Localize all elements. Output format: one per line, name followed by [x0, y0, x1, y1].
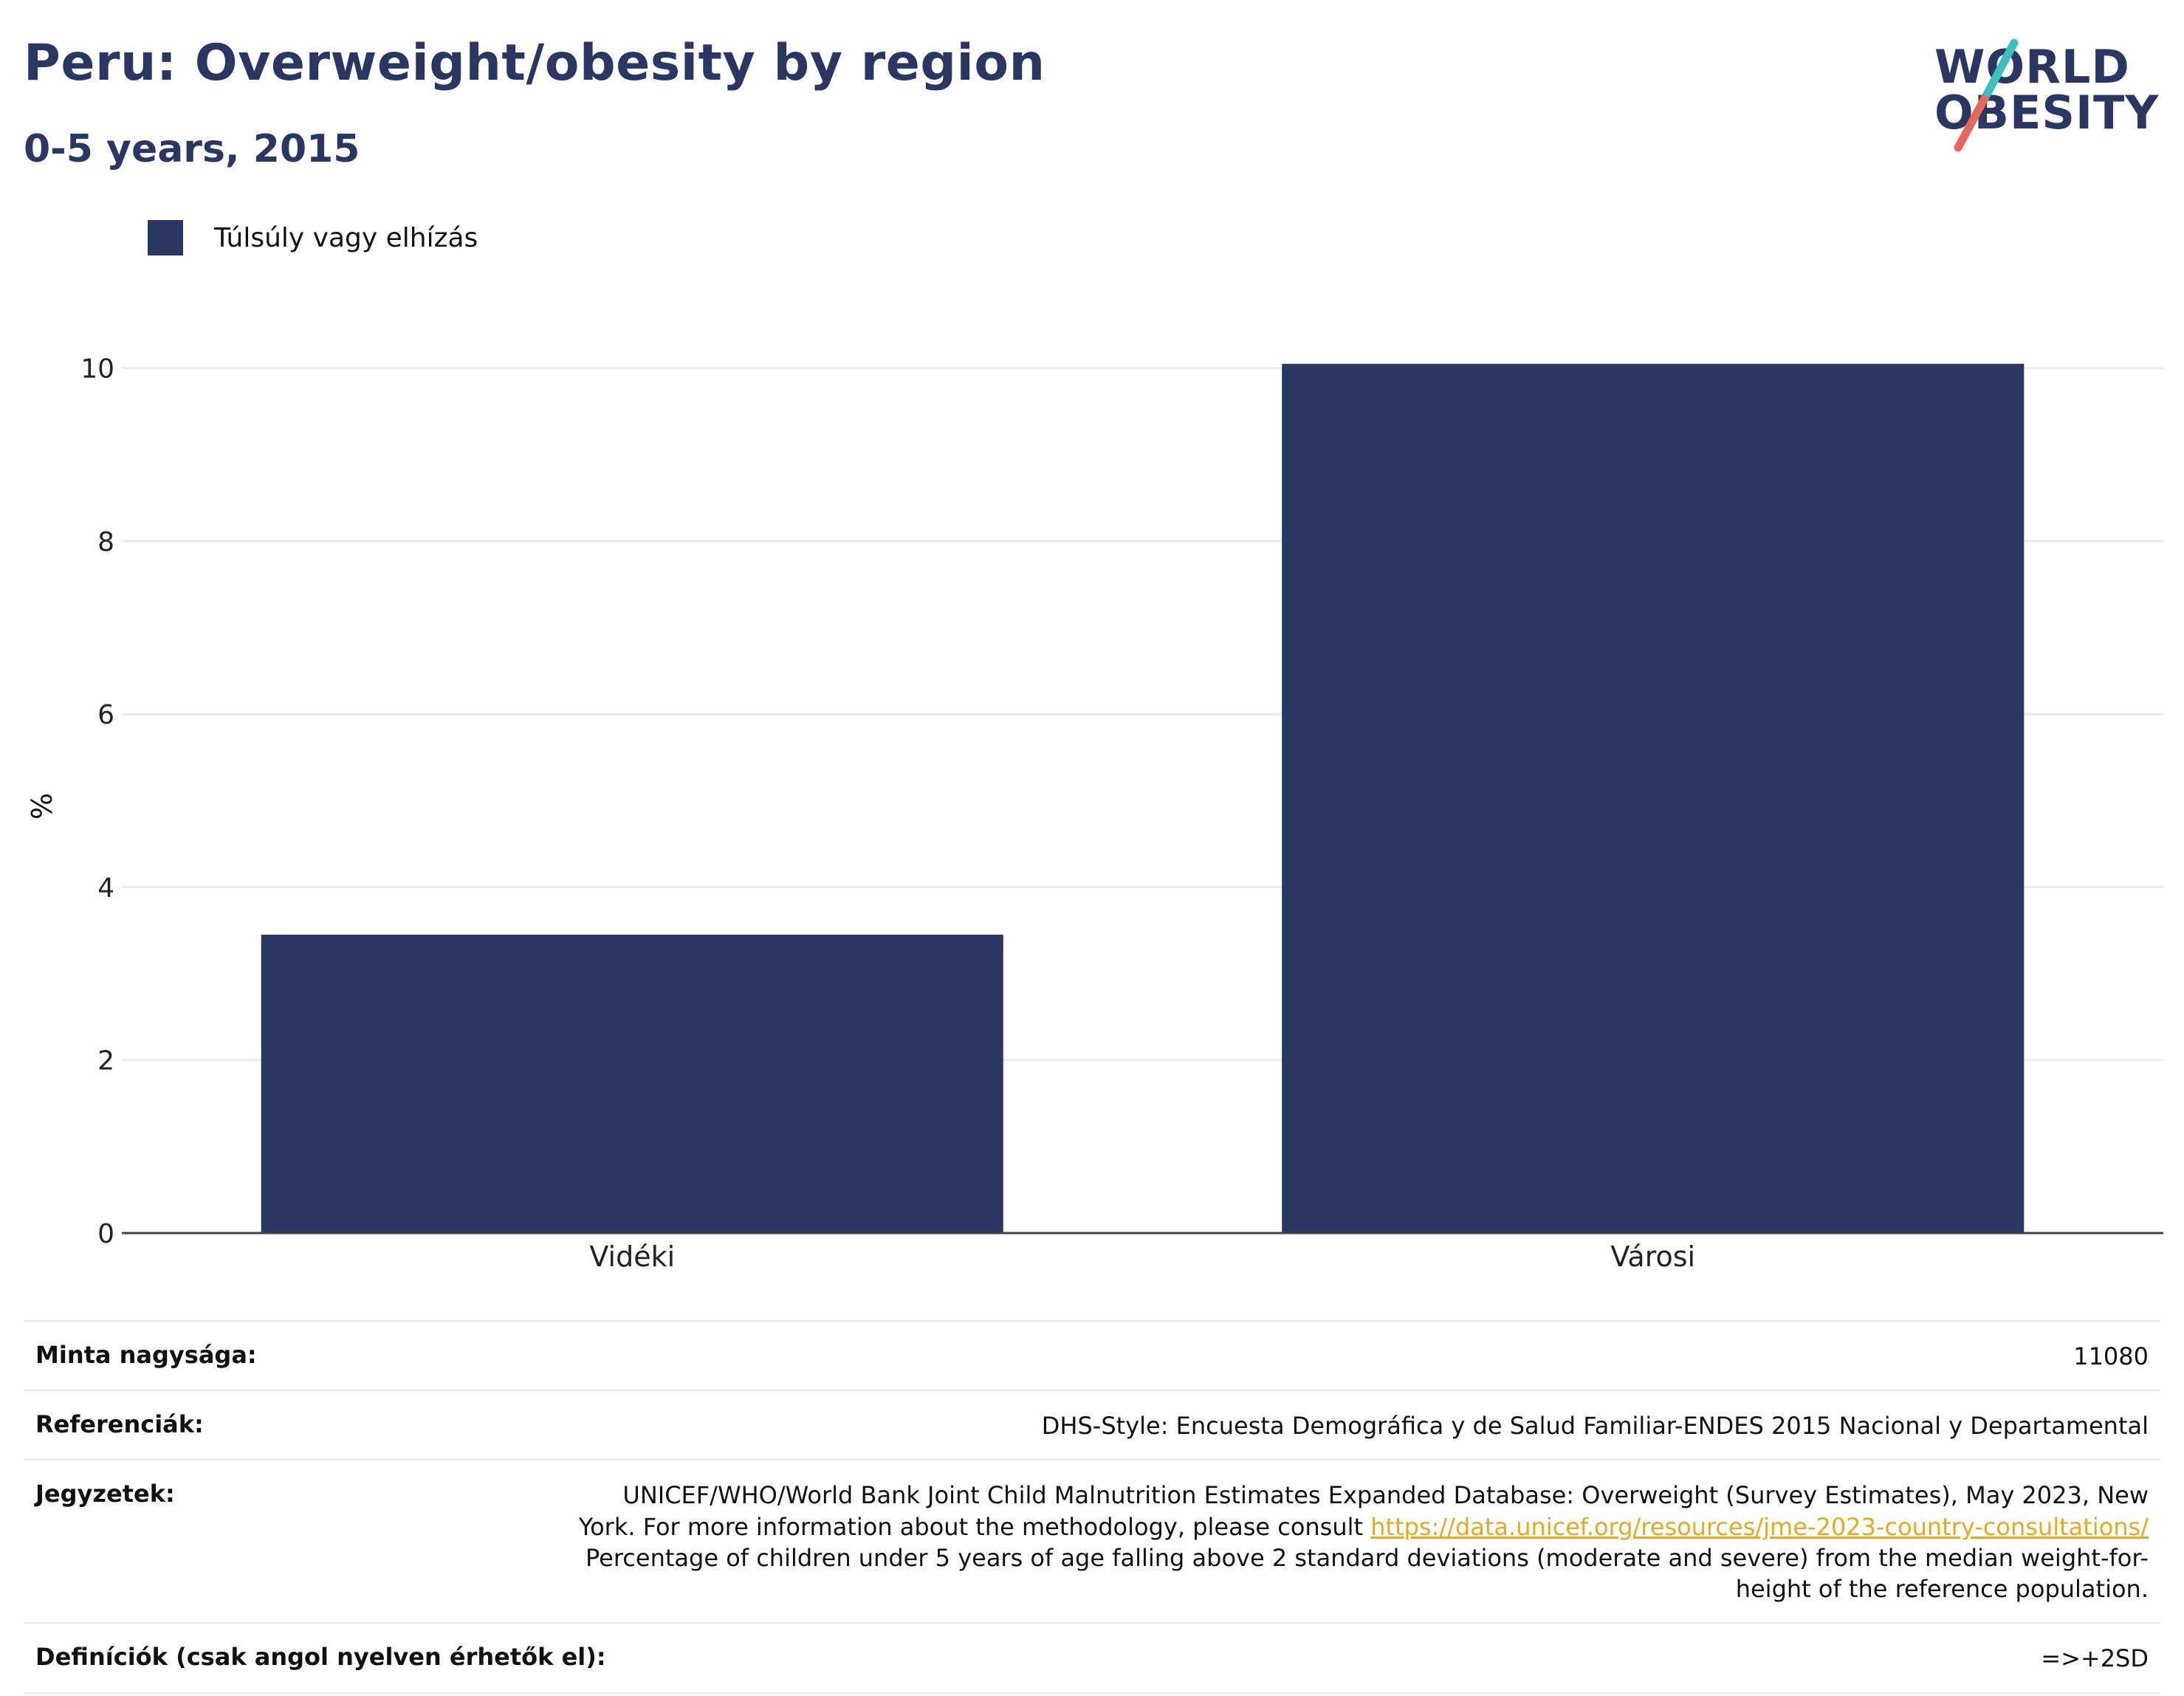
chart-title: Peru: Overweight/obesity by region	[24, 34, 1045, 92]
definitions-label: Definíciók (csak angol nyelven érhetők e…	[35, 1643, 606, 1672]
y-tick-label: 8	[97, 527, 114, 557]
notes-label: Jegyzetek:	[35, 1480, 175, 1508]
sample-size-value: 11080	[2073, 1342, 2149, 1370]
references-label: Referenciák:	[35, 1410, 204, 1439]
bar-1	[1282, 363, 2025, 1233]
y-tick-label: 2	[97, 1046, 114, 1077]
definitions-row: Definíciók (csak angol nyelven érhetők e…	[24, 1622, 2160, 1694]
notes-value: UNICEF/WHO/World Bank Joint Child Malnut…	[576, 1480, 2149, 1604]
y-tick-label: 0	[97, 1219, 114, 1249]
y-axis-label: %	[26, 793, 58, 820]
bar-0	[261, 934, 1003, 1233]
legend-swatch	[148, 220, 183, 255]
info-table: Minta nagysága: 11080 Referenciák: DHS-S…	[24, 1320, 2160, 1694]
references-value: DHS-Style: Encuesta Demográfica y de Sal…	[1041, 1412, 2149, 1441]
notes-row: Jegyzetek: UNICEF/WHO/World Bank Joint C…	[24, 1459, 2160, 1622]
x-tick-label: Városi	[1610, 1240, 1695, 1273]
y-tick-label: 4	[97, 873, 114, 903]
bar-chart: 0 2 4 6 8 10% Vidéki Városi	[26, 354, 2163, 1273]
notes-text-2: Percentage of children under 5 years of …	[586, 1543, 2149, 1604]
legend[interactable]: Túlsúly vagy elhízás	[148, 219, 478, 257]
notes-text-1: UNICEF/WHO/World Bank Joint Child Malnut…	[578, 1481, 2149, 1541]
logo-word-world: WORLD	[1934, 40, 2130, 94]
y-tick-label: 6	[97, 700, 114, 730]
logo-slash-icon	[1954, 38, 2019, 152]
x-tick-label: Vidéki	[589, 1240, 675, 1273]
methodology-link[interactable]: https://data.unicef.org/resources/jme-20…	[1370, 1512, 2149, 1541]
world-obesity-logo[interactable]: WORLD OBESITY	[1920, 22, 2171, 155]
references-row: Referenciák: DHS-Style: Encuesta Demográ…	[24, 1390, 2160, 1459]
legend-label: Túlsúly vagy elhízás	[214, 222, 478, 253]
definitions-value: =>+2SD	[2041, 1644, 2149, 1673]
sample-size-row: Minta nagysága: 11080	[24, 1320, 2160, 1390]
chart-subtitle: 0-5 years, 2015	[24, 127, 360, 171]
y-tick-label: 10	[80, 354, 114, 385]
sample-size-label: Minta nagysága:	[35, 1341, 257, 1369]
